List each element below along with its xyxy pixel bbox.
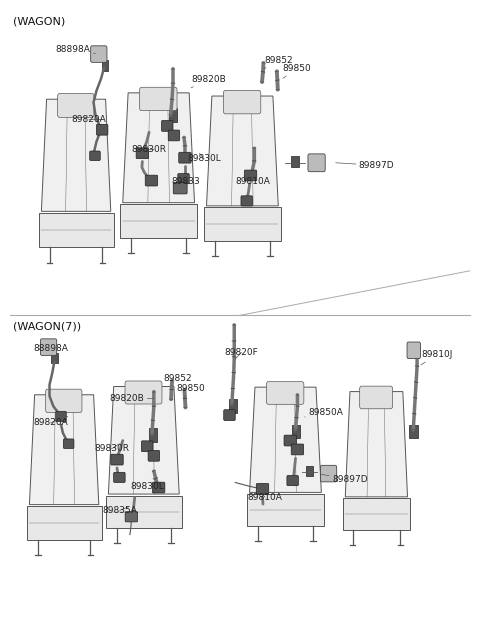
FancyBboxPatch shape	[173, 182, 187, 194]
Text: 89897D: 89897D	[321, 474, 368, 484]
Bar	[168, 108, 177, 122]
Text: 89833: 89833	[171, 177, 200, 187]
FancyBboxPatch shape	[91, 46, 107, 62]
FancyBboxPatch shape	[178, 173, 189, 183]
Polygon shape	[41, 99, 111, 211]
FancyBboxPatch shape	[90, 151, 100, 161]
Text: 89820B: 89820B	[110, 394, 154, 403]
Text: (WAGON(7)): (WAGON(7))	[12, 322, 81, 332]
FancyBboxPatch shape	[179, 152, 191, 163]
FancyBboxPatch shape	[256, 483, 269, 494]
Text: 89830L: 89830L	[187, 154, 221, 164]
FancyBboxPatch shape	[96, 124, 108, 135]
Polygon shape	[343, 498, 410, 531]
Text: 89820B: 89820B	[191, 75, 226, 88]
Polygon shape	[345, 392, 408, 497]
Text: 89850A: 89850A	[305, 408, 343, 417]
Text: 89820A: 89820A	[33, 417, 68, 427]
Bar	[51, 353, 58, 363]
Text: (WAGON): (WAGON)	[12, 17, 65, 27]
FancyBboxPatch shape	[168, 130, 180, 141]
FancyBboxPatch shape	[136, 148, 149, 159]
Text: 89852: 89852	[163, 374, 192, 387]
FancyBboxPatch shape	[145, 175, 157, 186]
Polygon shape	[247, 494, 324, 526]
Bar	[306, 466, 313, 476]
Polygon shape	[29, 395, 99, 505]
Text: 89850: 89850	[177, 384, 205, 398]
FancyBboxPatch shape	[284, 435, 297, 446]
FancyBboxPatch shape	[224, 410, 235, 420]
FancyBboxPatch shape	[266, 382, 304, 404]
Bar	[228, 399, 237, 413]
FancyBboxPatch shape	[321, 465, 336, 482]
Text: 89810J: 89810J	[421, 350, 452, 365]
FancyBboxPatch shape	[223, 90, 261, 114]
FancyBboxPatch shape	[153, 482, 165, 493]
FancyBboxPatch shape	[46, 389, 82, 413]
FancyBboxPatch shape	[58, 94, 94, 117]
FancyBboxPatch shape	[140, 87, 177, 111]
FancyBboxPatch shape	[40, 339, 57, 355]
Polygon shape	[120, 204, 197, 238]
Text: 89897D: 89897D	[336, 161, 395, 170]
FancyBboxPatch shape	[244, 170, 257, 181]
FancyBboxPatch shape	[407, 342, 420, 359]
Polygon shape	[106, 496, 182, 529]
Bar	[409, 426, 418, 438]
FancyBboxPatch shape	[291, 444, 304, 455]
FancyBboxPatch shape	[241, 196, 252, 206]
FancyBboxPatch shape	[142, 441, 153, 452]
FancyBboxPatch shape	[161, 120, 173, 131]
Text: 88898A: 88898A	[33, 344, 68, 362]
Bar	[291, 156, 299, 168]
FancyBboxPatch shape	[63, 439, 74, 448]
FancyBboxPatch shape	[114, 472, 125, 482]
Text: 89810A: 89810A	[235, 174, 270, 187]
FancyBboxPatch shape	[125, 512, 138, 522]
Bar	[149, 429, 157, 443]
Bar	[102, 61, 108, 71]
Text: 89810A: 89810A	[248, 491, 283, 501]
Text: 89830R: 89830R	[131, 145, 166, 154]
Bar	[292, 426, 300, 438]
FancyBboxPatch shape	[125, 381, 162, 404]
Polygon shape	[250, 387, 322, 492]
Text: 89835A: 89835A	[102, 506, 137, 515]
Polygon shape	[38, 213, 114, 247]
Polygon shape	[123, 93, 194, 203]
Polygon shape	[204, 208, 281, 241]
FancyBboxPatch shape	[148, 450, 159, 461]
Text: 89820A: 89820A	[72, 115, 106, 124]
Text: 89830L: 89830L	[130, 478, 164, 490]
Polygon shape	[108, 387, 179, 494]
FancyBboxPatch shape	[360, 386, 393, 409]
Polygon shape	[26, 506, 102, 540]
Text: 89820F: 89820F	[225, 348, 258, 359]
Text: 88898A: 88898A	[56, 45, 96, 54]
Text: 89852: 89852	[264, 56, 293, 69]
Text: 89850: 89850	[282, 64, 311, 78]
FancyBboxPatch shape	[308, 154, 325, 172]
FancyBboxPatch shape	[111, 454, 123, 465]
Text: 89830R: 89830R	[94, 444, 129, 454]
FancyBboxPatch shape	[56, 412, 66, 422]
Polygon shape	[206, 96, 278, 206]
FancyBboxPatch shape	[287, 475, 299, 485]
